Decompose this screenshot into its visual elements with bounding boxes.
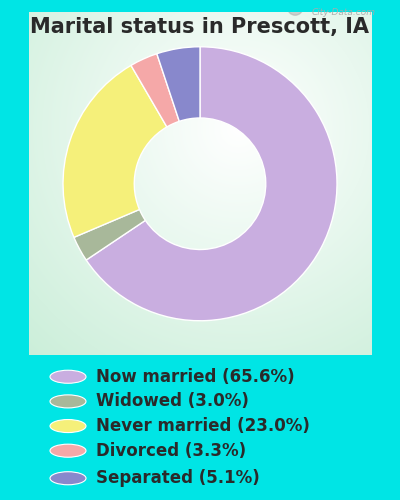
Text: Divorced (3.3%): Divorced (3.3%): [96, 442, 246, 460]
Wedge shape: [63, 66, 167, 238]
Circle shape: [50, 472, 86, 485]
Circle shape: [50, 420, 86, 432]
Circle shape: [50, 395, 86, 408]
Wedge shape: [74, 210, 145, 260]
Circle shape: [288, 0, 303, 15]
Wedge shape: [157, 47, 200, 122]
Text: Now married (65.6%): Now married (65.6%): [96, 368, 295, 386]
Text: Never married (23.0%): Never married (23.0%): [96, 417, 310, 435]
Wedge shape: [131, 54, 179, 127]
Circle shape: [50, 370, 86, 384]
Text: Marital status in Prescott, IA: Marital status in Prescott, IA: [30, 18, 370, 38]
Circle shape: [50, 444, 86, 457]
Text: Widowed (3.0%): Widowed (3.0%): [96, 392, 249, 410]
Text: City-Data.com: City-Data.com: [311, 8, 375, 18]
Wedge shape: [86, 47, 337, 320]
Text: Separated (5.1%): Separated (5.1%): [96, 469, 260, 487]
